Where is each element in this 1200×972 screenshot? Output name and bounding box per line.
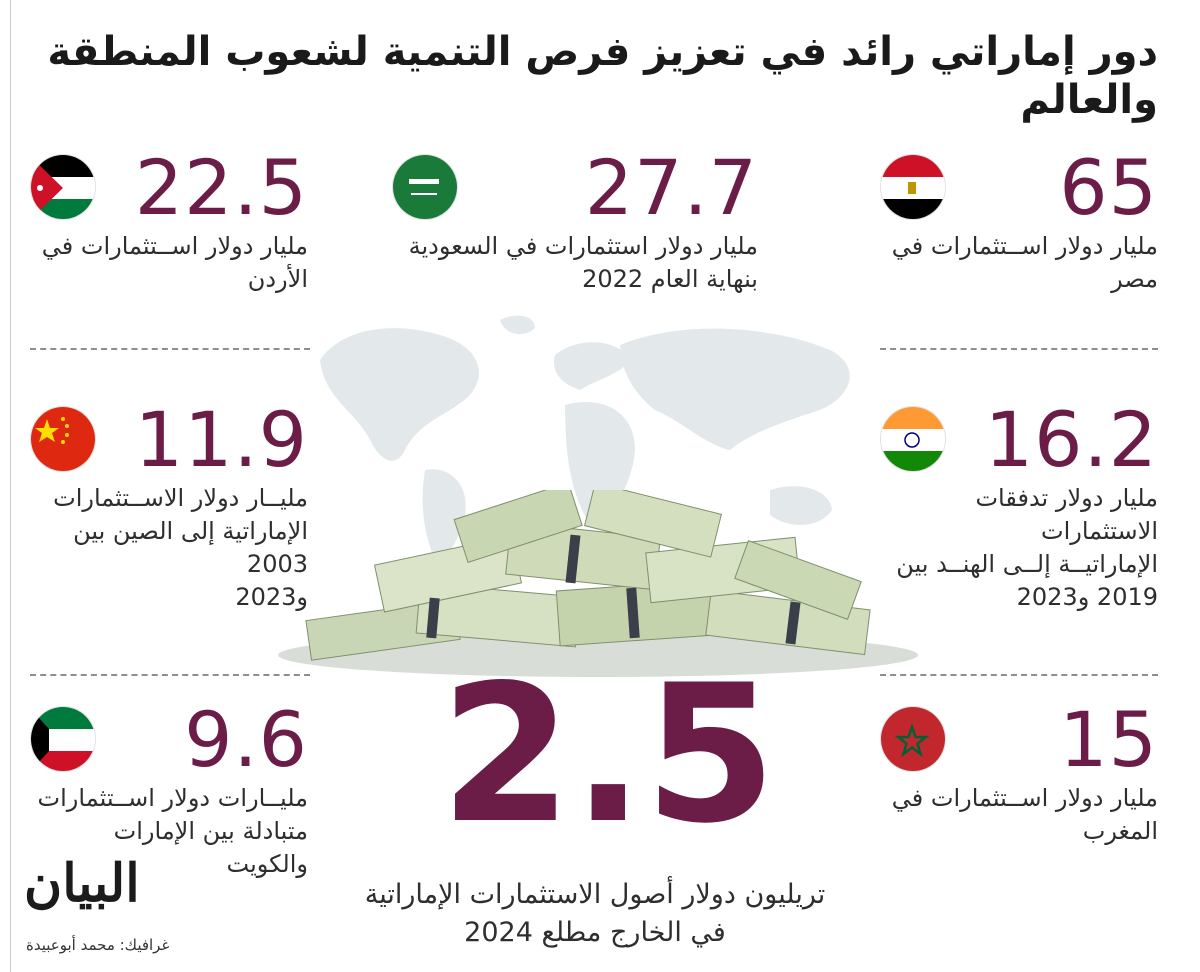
stat-value: 65 [1059,143,1158,232]
stat-morocco: 15 مليار دولار اســتثمارات في المغرب [868,702,1158,852]
stat-description: مليار دولار تدفقات الاستثمارات الإماراتي… [896,484,1158,612]
divider-right-2 [880,674,1158,676]
divider-left-1 [30,348,310,350]
albayan-logo: البيان [24,853,140,914]
stat-value: 27.7 [584,143,758,232]
stat-jordan: 22.5 مليار دولار اســتثمارات في الأردن [28,150,308,300]
money-pile-graphic [278,490,918,677]
stat-value: 11.9 [134,395,308,484]
stat-description: مليار دولار اســتثمارات في المغرب [891,784,1158,846]
saudi-flag-icon [392,154,458,220]
china-flag-icon [30,406,96,472]
india-flag-icon [880,406,946,472]
stat-description: مليار دولار استثمارات في السعودية بنهاية… [408,232,758,294]
stat-value: 15 [1059,695,1158,784]
morocco-flag-icon [880,706,946,772]
graphic-credit: غرافيك: محمد أبوعبيدة [26,936,170,954]
divider-right-1 [880,348,1158,350]
stat-saudi: 27.7 مليار دولار استثمارات في السعودية ب… [368,150,758,300]
stat-value: 9.6 [184,695,308,784]
stat-egypt: 65 مليار دولار اســتثمارات في مصر [868,150,1158,300]
highlight-description: تريليون دولار أصول الاستثمارات الإماراتي… [364,879,826,948]
kuwait-flag-icon [30,706,96,772]
stat-description: مليــارات دولار اســتثمارات متبادلة بين … [37,784,308,879]
stat-india: 16.2 مليار دولار تدفقات الاستثمارات الإم… [868,395,1158,611]
page-title: دور إماراتي رائد في تعزيز فرص التنمية لش… [47,29,1158,123]
egypt-flag-icon [880,154,946,220]
jordan-flag-icon [30,154,96,220]
stat-description: مليار دولار اســتثمارات في مصر [891,232,1158,294]
stat-description: مليــار دولار الاســتثمارات الإماراتية إ… [53,484,308,612]
divider-left-2 [30,674,310,676]
frame-left-border [10,0,11,972]
stat-kuwait: 9.6 مليــارات دولار اســتثمارات متبادلة … [28,695,308,878]
stat-china: 11.9 مليــار دولار الاســتثمارات الإمارا… [28,395,308,611]
highlight-value: 2.5 [440,644,777,865]
stat-value: 16.2 [984,395,1158,484]
stat-value: 22.5 [134,143,308,232]
stat-description: مليار دولار اســتثمارات في الأردن [41,232,308,294]
